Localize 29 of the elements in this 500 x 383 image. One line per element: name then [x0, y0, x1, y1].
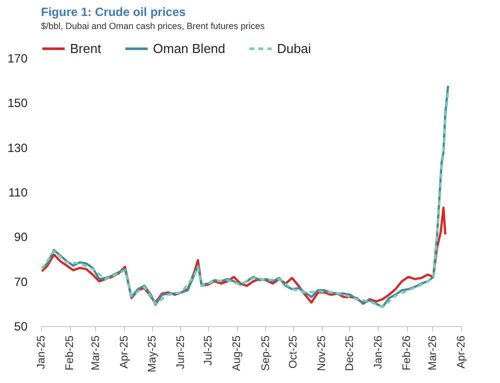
- x-tick-label: Mar-25: [90, 336, 102, 370]
- x-tick-label: Feb-26: [401, 336, 414, 370]
- x-tick-label: Jan-25: [36, 336, 48, 370]
- x-tick-label: Dec-25: [344, 336, 356, 371]
- y-tick-label: 170: [7, 52, 28, 66]
- x-tick-label: Sep-25: [260, 336, 272, 371]
- legend-label: Dubai: [277, 40, 312, 56]
- x-tick-label: May-25: [146, 336, 158, 372]
- x-tick-label: Apr-25: [118, 336, 131, 369]
- x-tick-label: Nov-25: [316, 336, 328, 371]
- x-tick-label: Jun-25: [174, 336, 187, 370]
- chart-title: Figure 1: Crude oil prices: [41, 5, 186, 19]
- x-tick-label: Jan-26: [372, 336, 384, 370]
- y-tick-label: 90: [14, 230, 28, 244]
- x-tick-label: Feb-25: [64, 336, 76, 370]
- legend-label: Oman Blend: [153, 40, 226, 56]
- legend-label: Brent: [70, 40, 102, 56]
- line-series: [40, 206, 446, 305]
- x-tick-label: Mar-26: [426, 336, 439, 370]
- x-tick-label: Aug-25: [231, 336, 244, 371]
- y-tick-label: 50: [14, 320, 28, 334]
- y-tick-label: 110: [8, 186, 28, 200]
- x-tick-label: Oct-25: [288, 336, 300, 369]
- chart-subtitle: $/bbl, Dubai and Oman cash prices, Brent futures prices: [41, 21, 266, 31]
- y-tick-label: 150: [7, 96, 28, 110]
- x-tick-label: Apr-26: [456, 336, 468, 369]
- x-tick-label: Jul-25: [202, 336, 215, 366]
- y-tick-label: 130: [7, 140, 28, 155]
- y-tick-label: 70: [14, 274, 28, 289]
